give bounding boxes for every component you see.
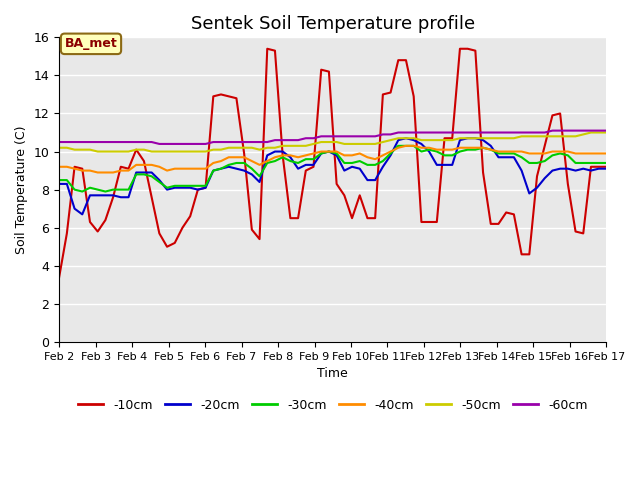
-40cm [417, 145, 425, 151]
-60cm [371, 133, 379, 139]
-10cm [410, 94, 417, 99]
-50cm [248, 145, 255, 151]
-20cm [140, 169, 148, 175]
-30cm [417, 149, 425, 155]
-20cm [417, 141, 425, 147]
Line: -60cm: -60cm [59, 131, 606, 144]
-40cm [602, 151, 610, 156]
-60cm [55, 139, 63, 145]
-50cm [602, 130, 610, 135]
-50cm [55, 145, 63, 151]
-30cm [602, 160, 610, 166]
Legend: -10cm, -20cm, -30cm, -40cm, -50cm, -60cm: -10cm, -20cm, -30cm, -40cm, -50cm, -60cm [73, 394, 593, 417]
-40cm [371, 156, 379, 162]
-30cm [248, 166, 255, 171]
-30cm [55, 177, 63, 183]
-10cm [240, 151, 248, 156]
Title: Sentek Soil Temperature profile: Sentek Soil Temperature profile [191, 15, 475, 33]
-30cm [394, 143, 402, 149]
-10cm [186, 214, 194, 219]
-50cm [587, 130, 595, 135]
-20cm [248, 171, 255, 177]
-10cm [433, 219, 441, 225]
Text: BA_met: BA_met [65, 37, 117, 50]
-20cm [602, 166, 610, 171]
Line: -50cm: -50cm [59, 132, 606, 152]
Line: -10cm: -10cm [59, 49, 606, 277]
-10cm [55, 274, 63, 280]
-60cm [572, 128, 579, 133]
Line: -40cm: -40cm [59, 146, 606, 172]
-30cm [572, 160, 579, 166]
-30cm [441, 153, 449, 158]
-60cm [410, 130, 417, 135]
-30cm [79, 189, 86, 194]
-50cm [433, 137, 441, 143]
-50cm [410, 135, 417, 141]
-10cm [264, 46, 271, 52]
-60cm [132, 139, 140, 145]
Line: -20cm: -20cm [59, 138, 606, 215]
-60cm [602, 128, 610, 133]
-20cm [402, 135, 410, 141]
-20cm [79, 212, 86, 217]
-50cm [371, 141, 379, 147]
-20cm [55, 181, 63, 187]
-40cm [572, 151, 579, 156]
-50cm [564, 133, 572, 139]
Line: -30cm: -30cm [59, 146, 606, 192]
-30cm [371, 162, 379, 168]
-40cm [402, 143, 410, 149]
-40cm [140, 162, 148, 168]
-60cm [156, 141, 163, 147]
-10cm [602, 164, 610, 169]
-10cm [371, 216, 379, 221]
-50cm [140, 147, 148, 153]
-20cm [572, 168, 579, 173]
Y-axis label: Soil Temperature (C): Soil Temperature (C) [15, 125, 28, 254]
-10cm [132, 147, 140, 153]
-20cm [441, 162, 449, 168]
-40cm [441, 147, 449, 153]
-30cm [140, 171, 148, 177]
-40cm [248, 158, 255, 164]
-60cm [433, 130, 441, 135]
X-axis label: Time: Time [317, 367, 348, 380]
-40cm [94, 169, 102, 175]
-60cm [548, 128, 556, 133]
-20cm [371, 177, 379, 183]
-50cm [94, 149, 102, 155]
-40cm [55, 164, 63, 169]
-60cm [248, 139, 255, 145]
